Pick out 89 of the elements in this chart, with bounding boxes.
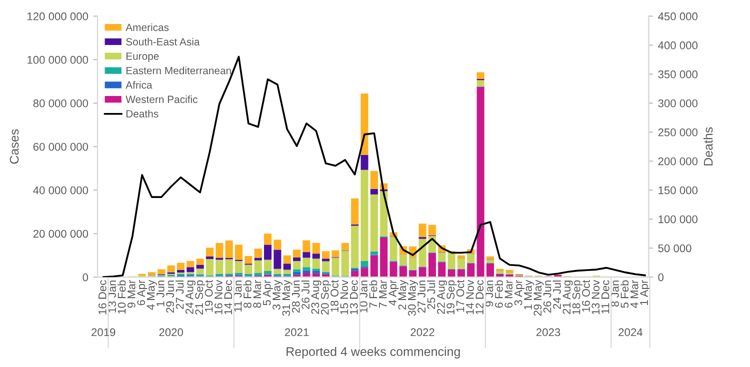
x-tick-label: 9 Jan [485, 280, 494, 307]
x-tick-label: 25 Jul [427, 280, 436, 309]
x-tick-label: 4 Apr [388, 280, 399, 306]
y-tick-label: 60 000 000 [33, 142, 88, 151]
x-tick-label: 31 May [282, 280, 292, 316]
x-tick-label: 7 Mar [379, 280, 387, 308]
x-tick-label: 1 Apr [640, 280, 650, 305]
x-tick-label: 19 Oct [204, 280, 213, 312]
x-tick-label: 5 Apr [263, 280, 273, 306]
x-tick-label: 22 Aug [436, 280, 448, 314]
y2-tick-label: 50 000 [658, 244, 692, 252]
x-tick-label: 16 Nov [214, 280, 222, 314]
text: 2021 [284, 328, 309, 336]
y2-tick-label: 100 000 [658, 215, 698, 224]
x-tick-label: 3 Apr [514, 280, 524, 306]
x-tick-label: 1 May [524, 280, 534, 310]
x-tick-label: 26 Jun [543, 280, 552, 313]
x-tick-label: 23 Aug [311, 280, 322, 314]
x-tick-label: 16 Dec [98, 280, 106, 314]
x-tick-label: 28 Jun [292, 280, 300, 313]
x-tick-label: 24 Aug [186, 280, 196, 314]
text: 2020 [159, 328, 183, 336]
x-tick-label: 3 May [272, 280, 283, 310]
x-tick-label: 14 Nov [466, 280, 474, 314]
legend-label: Americas [126, 23, 169, 32]
x-tick-label: 10 Jan [360, 280, 368, 312]
y-axis-title: Cases [10, 129, 19, 164]
x-tick-label: 19 Sep [446, 280, 457, 314]
y-tick-label: 0 [82, 273, 88, 282]
x-tick-label: 12 Dec [476, 280, 484, 314]
x-tick-label: 15 Nov [340, 280, 348, 314]
x-tick-label: 4 May [146, 280, 157, 310]
x-tick-label: 9 Mar [128, 280, 136, 308]
x-tick-label: 20 Sep [320, 280, 331, 315]
legend-label: South-East Asia [126, 38, 200, 46]
y2-tick-label: 200 000 [658, 157, 698, 166]
x-tick-label: 13 Dec [350, 280, 358, 314]
x-tick-label: 7 Feb [368, 280, 378, 308]
x-tick-label: 18 Sep [572, 280, 582, 314]
x-tick-label: 5 Feb [620, 280, 629, 308]
legend-label: Western Pacific [126, 95, 198, 104]
y2-tick-label: 350 000 [658, 70, 698, 78]
x-tick-label: 17 Oct [456, 280, 464, 312]
legend-label: Deaths [126, 110, 158, 118]
x-tick-label: 14 Dec [224, 280, 232, 314]
y-tick-label: 20 000 000 [33, 230, 88, 238]
x-tick-label: 4 Mar [630, 280, 638, 308]
y2-tick-label: 450 000 [658, 12, 698, 20]
x-tick-label: 29 May [534, 280, 544, 316]
x-tick-label: 6 Mar [504, 280, 513, 308]
x-tick-label: 29 Jun [166, 280, 174, 313]
text: 2022 [410, 328, 434, 336]
y2-tick-label: 250 000 [658, 128, 698, 136]
legend-label: Europe [126, 52, 159, 62]
text: 2023 [536, 328, 560, 336]
y-tick-label: 120 000 000 [28, 12, 88, 20]
y2-tick-label: 300 000 [658, 99, 698, 108]
x-tick-label: 11 Dec [601, 280, 610, 314]
x-tick-label: 13 Nov [592, 280, 600, 314]
x-tick-label: 27 Jul [176, 280, 184, 309]
x-axis-title: Reported 4 weeks commencing [286, 346, 460, 359]
y2-tick-label: 400 000 [658, 41, 698, 50]
y-tick-label: 80 000 000 [33, 99, 88, 108]
x-tick-label: 30 May [408, 280, 418, 316]
text: 2024 [618, 328, 642, 336]
x-tick-label: 24 Jul [552, 280, 561, 309]
x-tick-label: 16 Oct [582, 280, 590, 312]
x-tick-label: 8 Mar [253, 280, 262, 308]
y2-tick-label: 150 000 [658, 186, 698, 194]
legend-label: Eastern Mediterranean [126, 66, 231, 74]
text: 2019 [92, 328, 116, 336]
x-tick-label: 18 Oct [330, 280, 338, 312]
x-tick-label: 21 Sep [195, 280, 206, 315]
y2-tick-label: 0 [658, 273, 664, 282]
x-tick-label: 13 Jan [108, 280, 116, 312]
y-tick-label: 100 000 000 [28, 56, 88, 64]
x-tick-label: 2 May [398, 280, 408, 310]
x-tick-label: 27 Jun [418, 280, 426, 313]
legend-label: Africa [126, 81, 152, 89]
x-tick-label: 8 Feb [243, 280, 252, 308]
x-tick-label: 6 Apr [137, 280, 148, 306]
x-tick-label: 10 Feb [118, 280, 126, 314]
y-tick-label: 40 000 000 [33, 186, 88, 194]
x-tick-label: 26 Jul [301, 280, 310, 309]
x-tick-label: 21 Aug [562, 280, 573, 314]
x-tick-label: 6 Feb [494, 280, 503, 308]
y2-axis-title: Deaths [703, 127, 713, 166]
x-tick-label: 1 Jun [156, 280, 164, 306]
x-tick-label: 8 Jan [611, 280, 619, 307]
